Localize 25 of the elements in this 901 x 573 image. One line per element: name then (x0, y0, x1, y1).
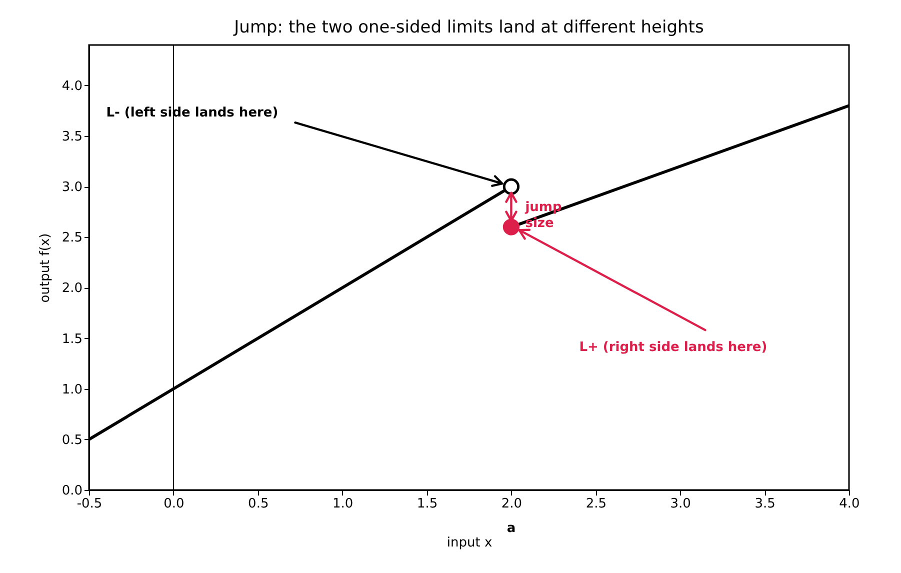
y-tick-label: 2.5 (62, 230, 82, 246)
x-tick-label: 0.0 (164, 496, 184, 512)
x-tick-label: 3.0 (670, 496, 691, 512)
y-tick-label: 4.0 (62, 78, 82, 94)
x-tick-label: 2.5 (586, 496, 607, 512)
x-tick-label: 1.5 (416, 496, 438, 512)
x-tick-label: 4.0 (839, 496, 860, 512)
x-tick-label: 2.0 (501, 496, 522, 512)
x-tick-label: -0.5 (76, 496, 102, 512)
y-tick-label: 2.0 (62, 281, 82, 296)
y-tick-label: 1.5 (62, 332, 82, 347)
y-tick-label: 0.0 (62, 484, 82, 498)
annotation: L+ (right side lands here) (579, 340, 768, 356)
y-tick-label: 0.5 (62, 432, 82, 448)
y-tick-label: 3.0 (62, 180, 82, 196)
y-axis-title: output f(x) (38, 233, 53, 303)
annotation: jump size (524, 200, 562, 231)
y-tick-label: 3.5 (62, 130, 82, 145)
text: a (506, 521, 516, 536)
chart-title: Jump: the two one-sided limits land at different heights (233, 18, 704, 38)
x-tick-label: 3.5 (754, 496, 776, 512)
y-tick-label: 1.0 (62, 382, 82, 398)
x-tick-label: 1.0 (332, 496, 354, 512)
x-tick-label: 0.5 (248, 496, 269, 512)
x-axis-title: input x (446, 536, 492, 550)
